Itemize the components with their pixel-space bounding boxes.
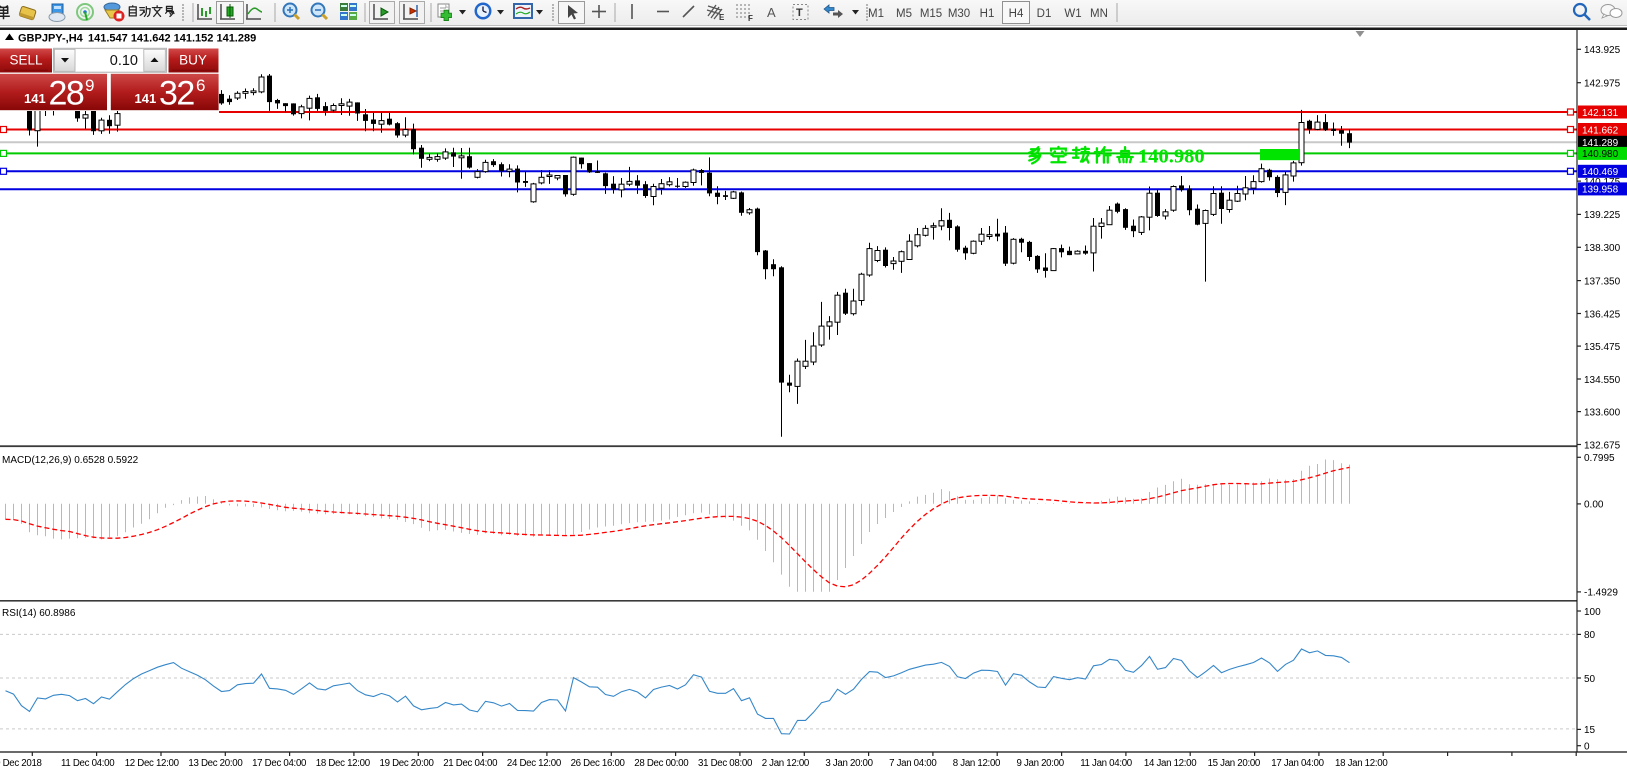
svg-text:138.300: 138.300 [1584,243,1621,254]
svg-text:142.131: 142.131 [1582,108,1619,119]
svg-text:MACD(12,26,9) 0.6528 0.5922: MACD(12,26,9) 0.6528 0.5922 [2,455,139,466]
svg-text:E: E [719,13,725,22]
svg-text:135.475: 135.475 [1584,342,1621,353]
svg-text:6: 6 [196,76,205,95]
svg-text:137.350: 137.350 [1584,276,1621,287]
svg-text:13 Dec 20:00: 13 Dec 20:00 [188,758,243,769]
svg-text:9: 9 [85,76,94,95]
svg-text:-1.4929: -1.4929 [1584,588,1618,599]
svg-text:12 Dec 12:00: 12 Dec 12:00 [125,758,180,769]
svg-text:141.547 141.642 141.152 141.28: 141.547 141.642 141.152 141.289 [88,33,256,45]
svg-text:0.7995: 0.7995 [1584,453,1615,464]
svg-text:17 Dec 04:00: 17 Dec 04:00 [252,758,307,769]
svg-text:139.225: 139.225 [1584,210,1621,221]
svg-text:32: 32 [159,75,194,113]
svg-text:10 Dec 2018: 10 Dec 2018 [0,758,42,769]
svg-text:18 Jan 12:00: 18 Jan 12:00 [1335,758,1388,769]
svg-text:21 Dec 04:00: 21 Dec 04:00 [443,758,498,769]
svg-text:132.675: 132.675 [1584,440,1621,451]
svg-text:136.425: 136.425 [1584,309,1621,320]
svg-text:T: T [796,7,803,19]
svg-text:140.469: 140.469 [1582,167,1619,178]
svg-text:140.980: 140.980 [1138,146,1205,168]
svg-text:0.00: 0.00 [1584,500,1604,511]
svg-text:BUY: BUY [179,53,207,68]
svg-text:7 Jan 04:00: 7 Jan 04:00 [889,758,937,769]
svg-text:M30: M30 [948,8,970,20]
svg-text:24 Dec 12:00: 24 Dec 12:00 [507,758,562,769]
svg-text:141: 141 [24,91,46,106]
svg-text:A: A [767,5,776,20]
svg-text:RSI(14) 60.8986: RSI(14) 60.8986 [2,608,76,619]
svg-text:SELL: SELL [9,53,43,68]
svg-text:F: F [748,14,753,23]
svg-text:2 Jan 12:00: 2 Jan 12:00 [762,758,810,769]
svg-text:3 Jan 20:00: 3 Jan 20:00 [825,758,873,769]
svg-text:0.10: 0.10 [110,53,138,69]
svg-text:100: 100 [1584,607,1601,618]
svg-text:9 Jan 20:00: 9 Jan 20:00 [1017,758,1065,769]
svg-text:31 Dec 08:00: 31 Dec 08:00 [698,758,753,769]
svg-text:8 Jan 12:00: 8 Jan 12:00 [953,758,1001,769]
svg-text:26 Dec 16:00: 26 Dec 16:00 [571,758,626,769]
svg-text:133.600: 133.600 [1584,407,1621,418]
svg-text:M15: M15 [920,8,942,20]
svg-text:M5: M5 [896,8,912,20]
svg-text:143.925: 143.925 [1584,45,1621,56]
svg-text:142.975: 142.975 [1584,79,1621,90]
svg-text:GBPJPY-,H4: GBPJPY-,H4 [18,33,84,45]
svg-text:14 Jan 12:00: 14 Jan 12:00 [1144,758,1197,769]
svg-text:141.662: 141.662 [1582,125,1619,136]
svg-text:11 Jan 04:00: 11 Jan 04:00 [1080,758,1133,769]
svg-text:140.980: 140.980 [1582,149,1619,160]
svg-text:141: 141 [135,91,157,106]
svg-text:28: 28 [49,75,84,113]
svg-text:H4: H4 [1009,8,1024,20]
svg-text:MN: MN [1090,8,1108,20]
svg-text:15 Jan 20:00: 15 Jan 20:00 [1208,758,1261,769]
svg-text:W1: W1 [1064,8,1081,20]
svg-text:11 Dec 04:00: 11 Dec 04:00 [61,758,115,769]
svg-text:17 Jan 04:00: 17 Jan 04:00 [1271,758,1324,769]
svg-text:15: 15 [1584,725,1596,736]
svg-text:80: 80 [1584,630,1596,641]
svg-text:139.958: 139.958 [1582,185,1619,196]
svg-text:D1: D1 [1037,8,1052,20]
svg-text:28 Dec 00:00: 28 Dec 00:00 [634,758,689,769]
svg-text:134.550: 134.550 [1584,375,1621,386]
svg-text:19 Dec 20:00: 19 Dec 20:00 [380,758,435,769]
svg-text:18 Dec 12:00: 18 Dec 12:00 [316,758,371,769]
svg-text:M1: M1 [868,8,884,20]
svg-text:H1: H1 [980,8,995,20]
svg-text:141.289: 141.289 [1582,138,1619,149]
svg-text:50: 50 [1584,674,1596,685]
svg-text:0: 0 [1584,742,1590,753]
